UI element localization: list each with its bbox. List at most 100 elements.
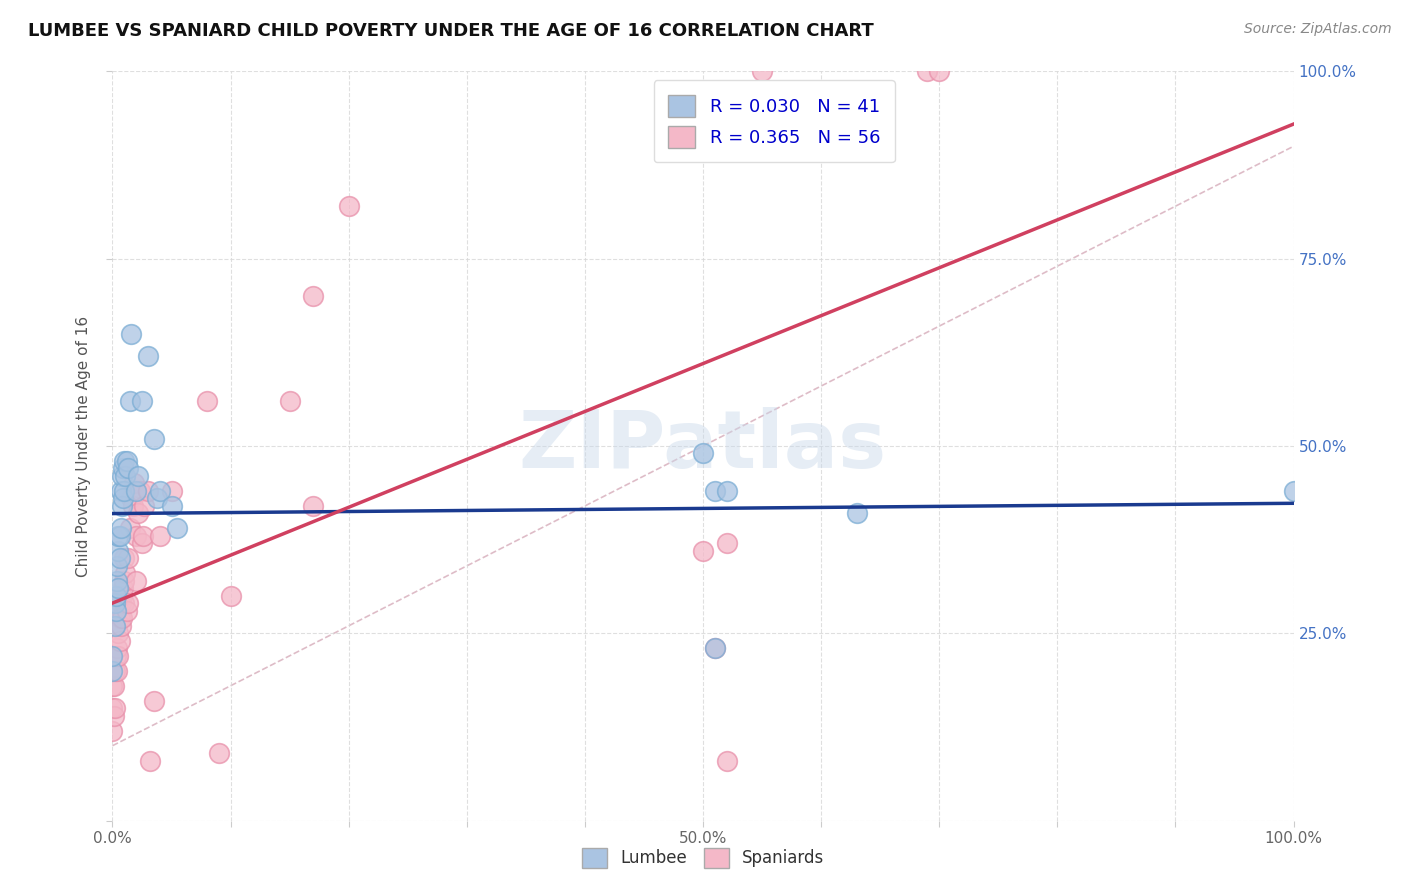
Point bbox=[107, 544, 129, 558]
Point bbox=[110, 521, 132, 535]
Point bbox=[112, 491, 135, 506]
Point bbox=[845, 507, 868, 521]
Point bbox=[108, 611, 131, 625]
Legend: Lumbee, Spaniards: Lumbee, Spaniards bbox=[575, 841, 831, 875]
Point bbox=[104, 619, 127, 633]
Point bbox=[111, 611, 134, 625]
Point bbox=[917, 64, 939, 78]
Point bbox=[117, 596, 139, 610]
Y-axis label: Child Poverty Under the Age of 16: Child Poverty Under the Age of 16 bbox=[76, 316, 91, 576]
Point bbox=[105, 641, 128, 656]
Point bbox=[111, 499, 134, 513]
Point bbox=[101, 723, 124, 738]
Text: ZIPatlas: ZIPatlas bbox=[519, 407, 887, 485]
Point bbox=[101, 701, 124, 715]
Point bbox=[110, 619, 132, 633]
Point bbox=[101, 679, 124, 693]
Point bbox=[105, 558, 128, 573]
Point bbox=[716, 483, 738, 498]
Point bbox=[101, 648, 124, 663]
Point bbox=[142, 432, 165, 446]
Point bbox=[166, 521, 188, 535]
Point bbox=[149, 483, 172, 498]
Point bbox=[105, 664, 128, 678]
Point bbox=[105, 604, 128, 618]
Point bbox=[120, 394, 142, 409]
Point bbox=[121, 499, 143, 513]
Point bbox=[302, 289, 325, 303]
Point bbox=[112, 454, 135, 468]
Point bbox=[134, 499, 156, 513]
Point bbox=[107, 582, 129, 596]
Point bbox=[716, 754, 738, 768]
Text: Source: ZipAtlas.com: Source: ZipAtlas.com bbox=[1244, 22, 1392, 37]
Point bbox=[114, 469, 136, 483]
Point bbox=[108, 633, 131, 648]
Point bbox=[117, 461, 139, 475]
Point bbox=[111, 589, 134, 603]
Point bbox=[112, 461, 135, 475]
Point bbox=[928, 64, 950, 78]
Point bbox=[131, 394, 153, 409]
Point bbox=[127, 469, 149, 483]
Point bbox=[125, 574, 148, 588]
Point bbox=[103, 679, 125, 693]
Point bbox=[136, 349, 159, 363]
Point bbox=[110, 483, 132, 498]
Point bbox=[115, 604, 138, 618]
Point bbox=[219, 589, 242, 603]
Point bbox=[114, 566, 136, 581]
Point bbox=[112, 551, 135, 566]
Point bbox=[160, 483, 183, 498]
Point bbox=[112, 574, 135, 588]
Point bbox=[103, 708, 125, 723]
Point bbox=[108, 529, 131, 543]
Point bbox=[120, 326, 142, 341]
Point bbox=[703, 641, 725, 656]
Point bbox=[127, 507, 149, 521]
Point bbox=[115, 454, 138, 468]
Text: LUMBEE VS SPANIARD CHILD POVERTY UNDER THE AGE OF 16 CORRELATION CHART: LUMBEE VS SPANIARD CHILD POVERTY UNDER T… bbox=[28, 22, 875, 40]
Point bbox=[125, 529, 148, 543]
Point bbox=[112, 582, 135, 596]
Point bbox=[125, 483, 148, 498]
Point bbox=[107, 626, 129, 640]
Point bbox=[107, 648, 129, 663]
Point bbox=[112, 596, 135, 610]
Point bbox=[208, 746, 231, 760]
Point bbox=[112, 483, 135, 498]
Point bbox=[105, 648, 128, 663]
Point bbox=[692, 446, 714, 460]
Point bbox=[1282, 483, 1305, 498]
Point bbox=[146, 491, 169, 506]
Point bbox=[104, 596, 127, 610]
Point bbox=[716, 536, 738, 550]
Point bbox=[195, 394, 218, 409]
Point bbox=[105, 574, 128, 588]
Point bbox=[149, 529, 172, 543]
Point bbox=[107, 529, 129, 543]
Point bbox=[136, 483, 159, 498]
Legend: R = 0.030   N = 41, R = 0.365   N = 56: R = 0.030 N = 41, R = 0.365 N = 56 bbox=[654, 80, 894, 162]
Point bbox=[104, 701, 127, 715]
Point bbox=[337, 199, 360, 213]
Point bbox=[751, 64, 773, 78]
Point bbox=[692, 544, 714, 558]
Point bbox=[111, 469, 134, 483]
Point bbox=[142, 694, 165, 708]
Point bbox=[105, 589, 128, 603]
Point bbox=[132, 529, 155, 543]
Point bbox=[160, 499, 183, 513]
Point bbox=[139, 754, 162, 768]
Point bbox=[122, 476, 145, 491]
Point bbox=[101, 664, 124, 678]
Point bbox=[108, 551, 131, 566]
Point bbox=[703, 483, 725, 498]
Point bbox=[703, 641, 725, 656]
Point bbox=[128, 483, 150, 498]
Point bbox=[104, 664, 127, 678]
Point bbox=[131, 536, 153, 550]
Point bbox=[278, 394, 301, 409]
Point bbox=[302, 499, 325, 513]
Point bbox=[120, 491, 142, 506]
